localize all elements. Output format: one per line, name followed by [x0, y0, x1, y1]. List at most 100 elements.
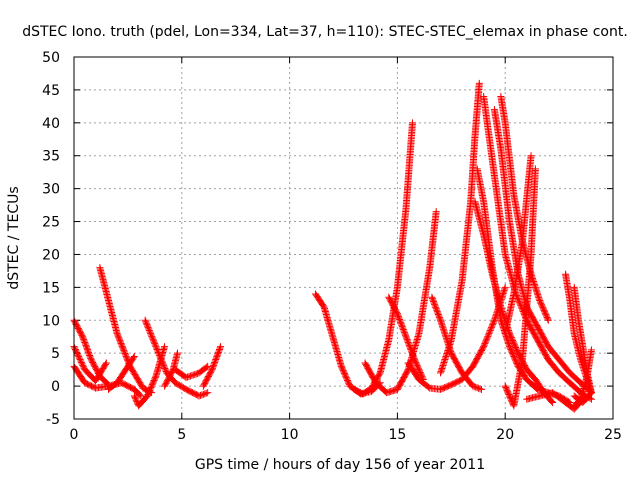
data-point — [153, 346, 161, 354]
data-point — [78, 360, 86, 368]
data-point — [394, 311, 402, 319]
data-point — [79, 363, 87, 371]
data-arc — [501, 165, 539, 410]
data-point — [400, 328, 408, 336]
y-tick-label: 5 — [51, 346, 60, 362]
data-point — [82, 341, 90, 349]
data-point — [434, 309, 442, 317]
data-point — [136, 391, 144, 399]
data-point — [144, 324, 152, 332]
data-point — [202, 389, 210, 397]
data-point — [397, 318, 405, 326]
data-point — [154, 348, 162, 356]
data-point — [147, 331, 155, 339]
data-point — [406, 343, 414, 351]
data-point — [79, 361, 87, 369]
data-point — [432, 208, 440, 216]
data-point — [429, 296, 437, 304]
data-point — [120, 348, 128, 356]
data-point — [481, 338, 489, 346]
data-point — [475, 79, 483, 87]
data-arc — [501, 152, 535, 337]
data-arc — [104, 352, 138, 393]
data-point — [433, 306, 441, 314]
data-point — [407, 346, 415, 354]
y-tick-labels: -5 0 5 10 15 20 25 30 35 40 45 50 — [42, 50, 613, 428]
data-point — [122, 352, 130, 360]
data-point — [76, 356, 84, 364]
data-point — [406, 344, 414, 352]
data-point — [396, 315, 404, 323]
data-point — [436, 315, 444, 323]
plot-area — [70, 79, 595, 413]
data-point — [204, 389, 212, 397]
data-point — [199, 390, 207, 398]
data-point — [431, 300, 439, 308]
data-point — [587, 389, 595, 397]
data-point — [156, 351, 164, 359]
data-point — [405, 340, 413, 348]
data-point — [487, 324, 495, 332]
data-point — [74, 351, 82, 359]
data-point — [192, 370, 200, 378]
data-point — [482, 337, 490, 345]
y-tick-label: 40 — [42, 116, 60, 132]
data-point — [116, 337, 124, 345]
data-point — [486, 327, 494, 335]
data-point — [118, 342, 126, 350]
x-tick-label: 10 — [281, 427, 299, 443]
x-axis-label: GPS time / hours of day 156 of year 2011 — [195, 457, 485, 473]
data-point — [162, 366, 170, 374]
data-point — [470, 383, 478, 391]
data-point — [155, 350, 163, 358]
data-point — [86, 351, 94, 359]
data-point — [75, 354, 83, 362]
data-point — [102, 359, 110, 367]
data-point — [215, 347, 223, 355]
data-point — [483, 334, 491, 342]
data-point — [160, 363, 168, 371]
data-point — [85, 349, 93, 357]
data-point — [114, 332, 122, 340]
data-arc — [437, 79, 483, 377]
data-point — [119, 345, 127, 353]
data-arc — [70, 316, 112, 389]
data-point — [198, 391, 206, 399]
data-point — [185, 373, 193, 381]
data-point — [80, 337, 88, 345]
data-point — [486, 328, 494, 336]
data-point — [113, 329, 121, 337]
data-point — [213, 353, 221, 361]
data-point — [189, 371, 197, 379]
plot-frame — [73, 56, 614, 420]
data-point — [211, 358, 219, 366]
data-point — [469, 382, 477, 390]
data-point — [410, 353, 418, 361]
x-tick-label: 20 — [496, 427, 514, 443]
data-point — [186, 372, 194, 380]
data-point — [488, 322, 496, 330]
data-point — [188, 371, 196, 379]
data-point — [475, 384, 483, 392]
data-arc — [96, 264, 156, 397]
data-point — [153, 344, 161, 352]
data-point — [208, 366, 216, 374]
data-point — [210, 361, 218, 369]
data-point — [408, 349, 416, 357]
x-tick-label: 5 — [177, 427, 186, 443]
data-point — [145, 325, 153, 333]
data-point — [142, 318, 150, 326]
x-tick-labels: 0 5 10 15 20 25 — [70, 57, 622, 443]
y-tick-label: 10 — [42, 313, 60, 329]
data-point — [151, 374, 159, 382]
data-point — [149, 335, 157, 343]
data-point — [402, 333, 410, 341]
data-point — [148, 334, 156, 342]
data-point — [184, 373, 192, 381]
data-point — [432, 303, 440, 311]
data-point — [115, 335, 123, 343]
data-point — [211, 357, 219, 365]
data-arc — [199, 343, 225, 390]
data-point — [146, 328, 154, 336]
data-point — [435, 312, 443, 320]
